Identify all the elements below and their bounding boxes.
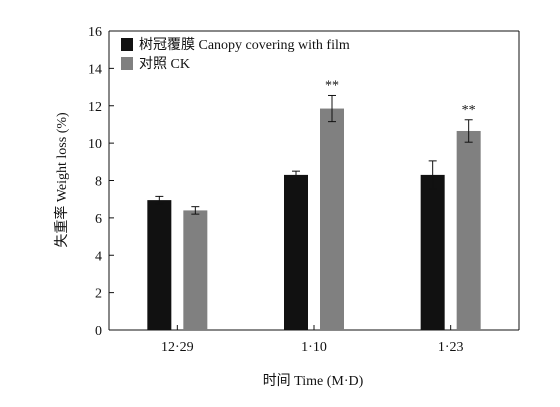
bar <box>320 108 344 330</box>
y-tick-label: 14 <box>88 62 102 77</box>
y-tick-label: 6 <box>95 212 102 227</box>
x-tick-label: 1·23 <box>438 340 464 355</box>
legend-swatch <box>121 57 133 70</box>
legend-label: 树冠覆膜 Canopy covering with film <box>139 37 350 53</box>
bar <box>183 210 208 330</box>
plot-area: 0 2 4 6 8 10 12 14 16 12·29 1·10 ** 1·23 ** <box>88 25 520 355</box>
y-tick-label: 0 <box>95 324 102 339</box>
y-tick-label: 2 <box>95 287 102 302</box>
x-tick-label: 1·10 <box>301 340 327 355</box>
y-tick-label: 4 <box>95 249 102 264</box>
significance-label: ** <box>462 103 476 118</box>
x-tick-label: 12·29 <box>161 340 194 355</box>
x-axis-label: 时间 Time (M·D) <box>263 373 364 389</box>
y-axis-label: 失重率 Weight loss (%) <box>53 112 70 248</box>
bar <box>147 200 172 330</box>
bar <box>284 174 308 330</box>
legend-swatch <box>121 38 133 51</box>
legend-label: 对照 CK <box>139 56 190 72</box>
y-tick-label: 16 <box>88 25 102 40</box>
significance-label: ** <box>325 78 339 93</box>
y-tick-label: 8 <box>95 175 102 190</box>
bar <box>456 130 481 330</box>
y-tick-label: 12 <box>88 100 102 115</box>
bar <box>420 174 445 330</box>
legend: 树冠覆膜 Canopy covering with film 对照 CK <box>121 37 350 72</box>
y-tick-label: 10 <box>88 137 102 152</box>
